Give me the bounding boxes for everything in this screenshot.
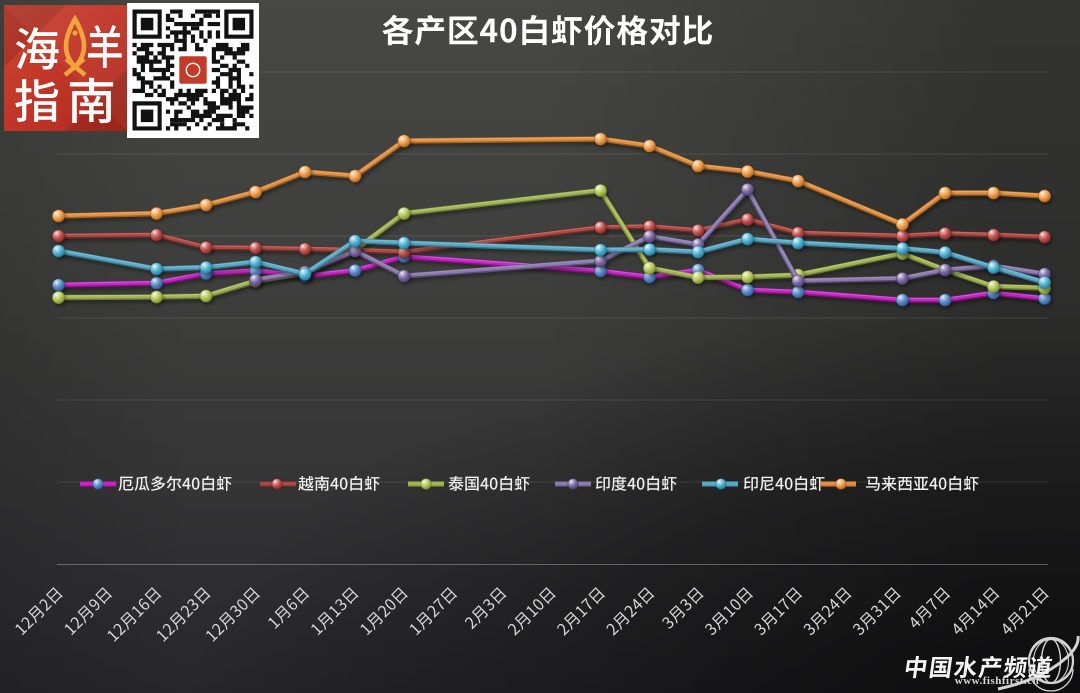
svg-text:www.fishfirst.cn: www.fishfirst.cn	[955, 675, 1039, 687]
